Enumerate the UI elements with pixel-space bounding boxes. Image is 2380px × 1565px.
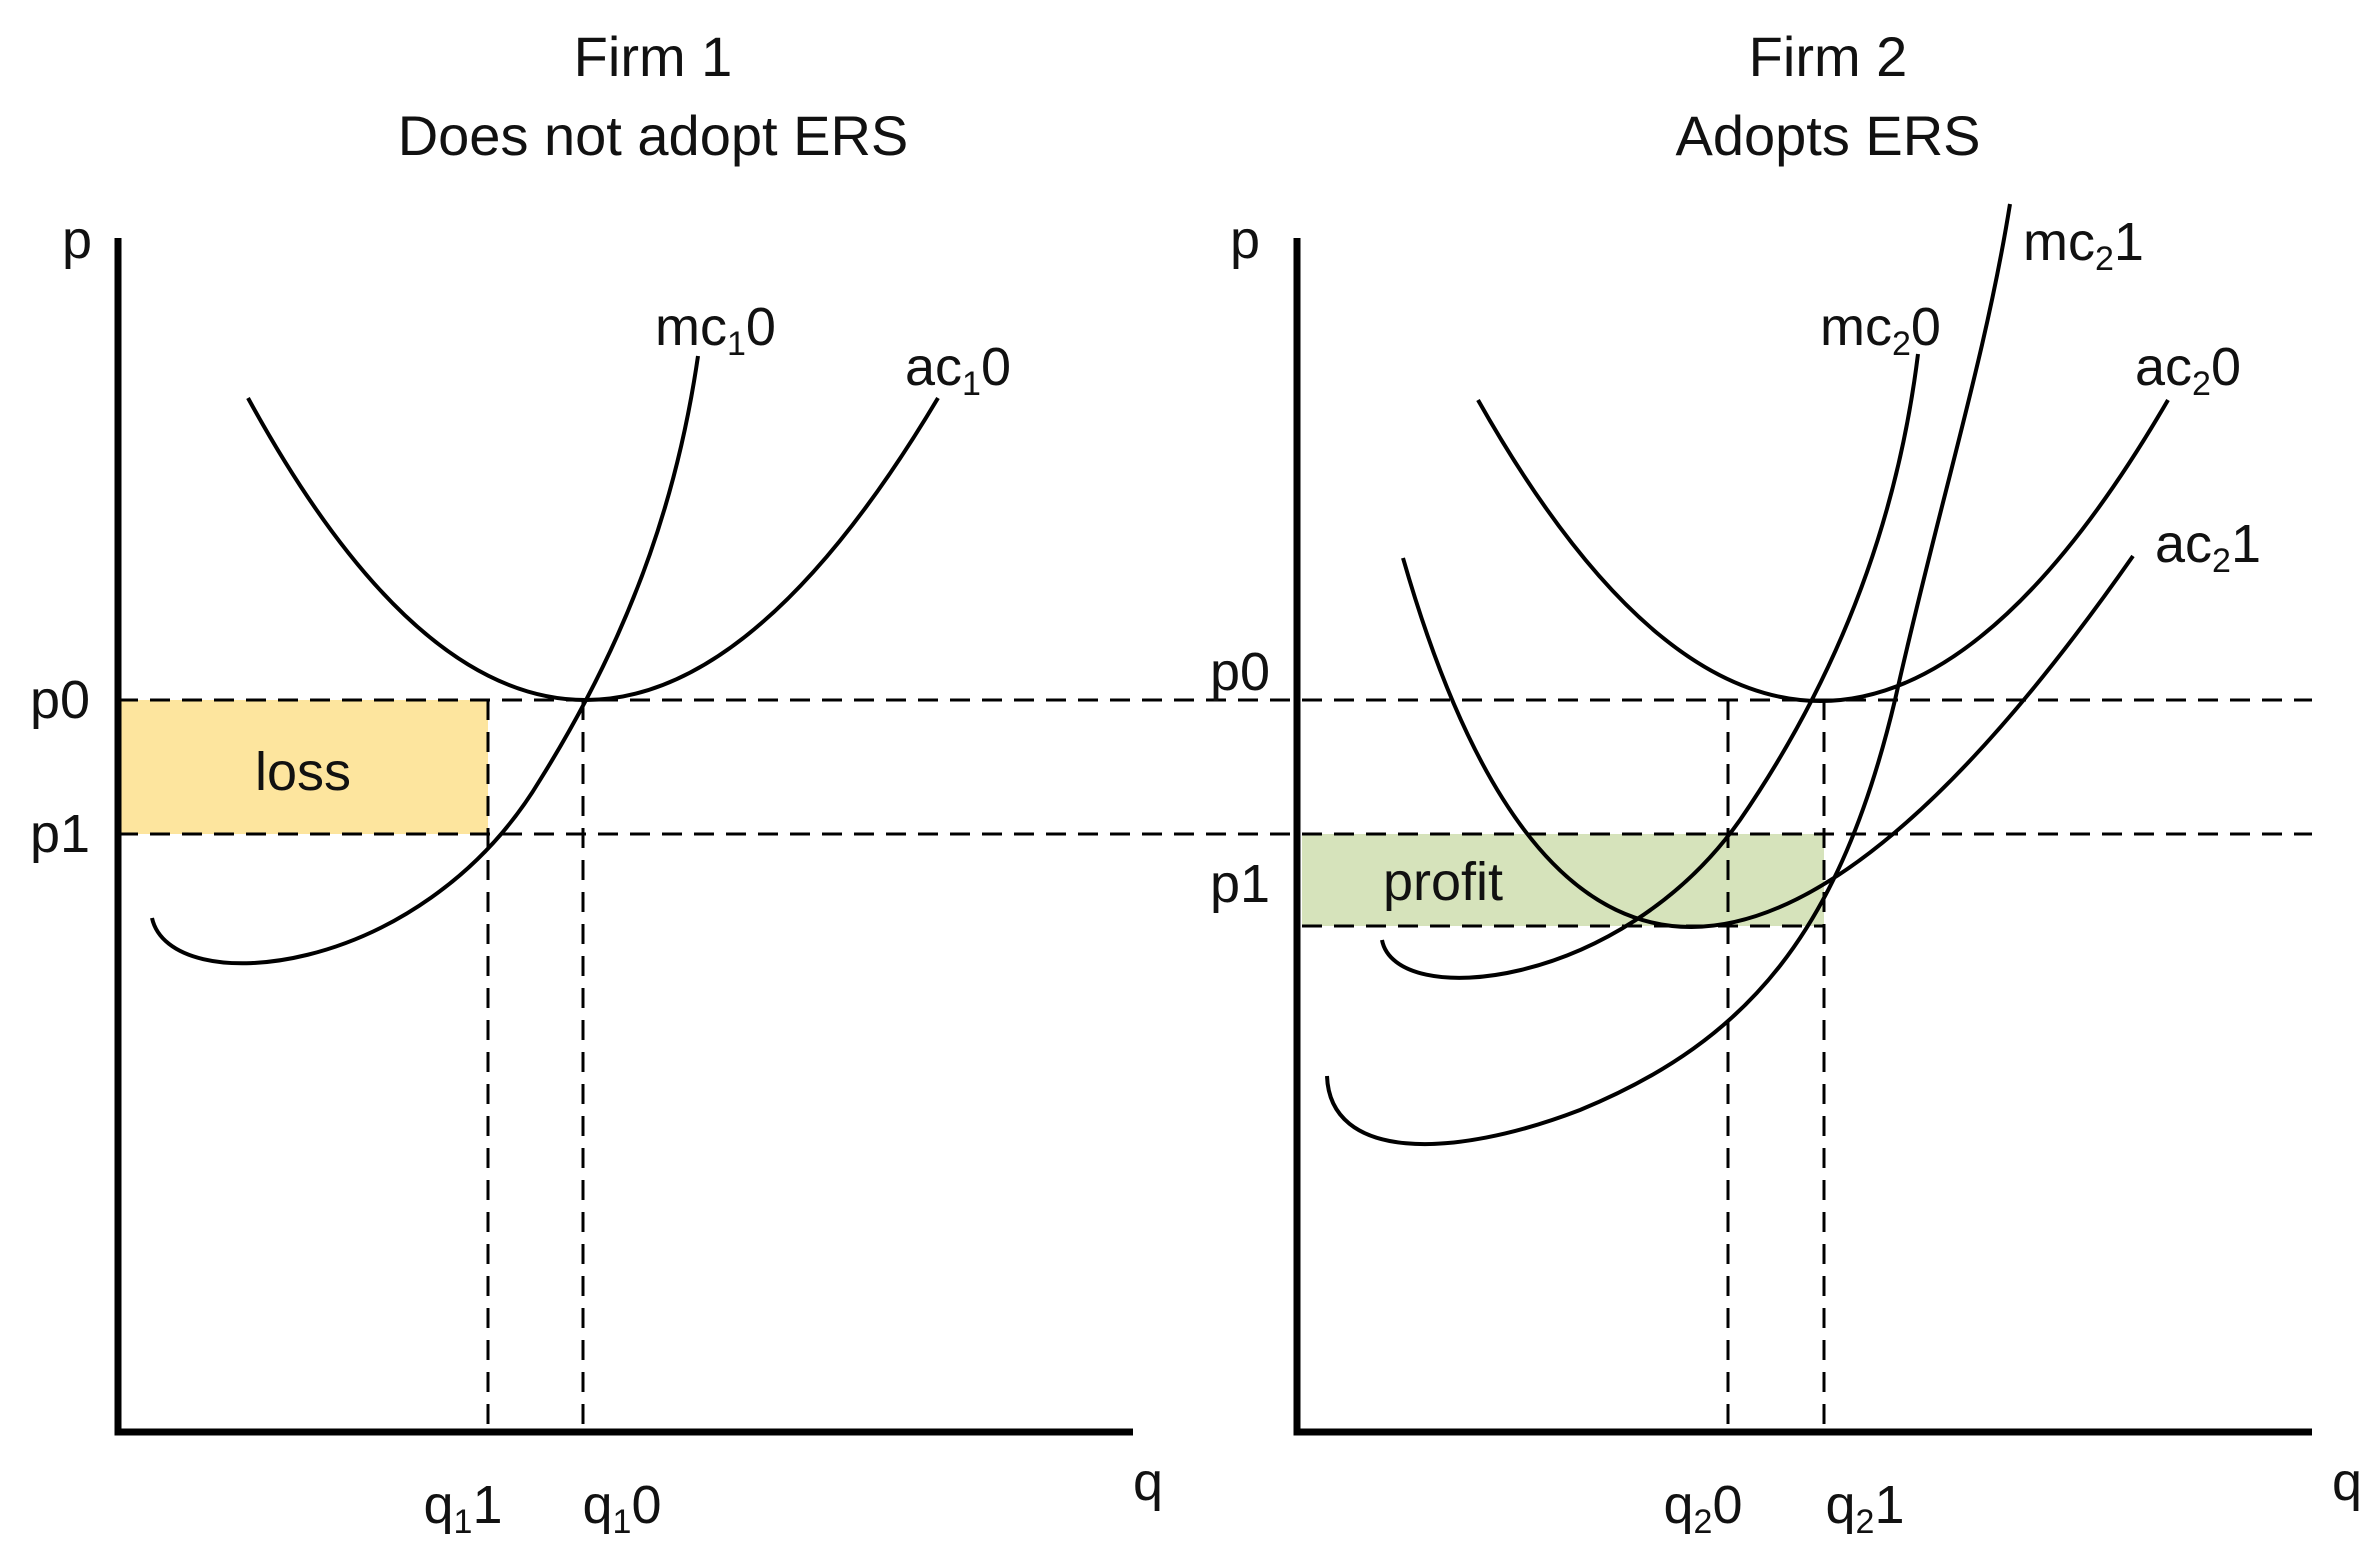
firm2-ac1-curve	[1401, 554, 2135, 929]
firm2-ac0-curve	[1476, 398, 2170, 703]
firm2-q1-label: q21	[1825, 1475, 1904, 1541]
firm2-y-axis-label: p	[1230, 210, 1260, 270]
firm2-p0-label: p0	[1210, 642, 1270, 702]
firm2-axes	[1293, 238, 2312, 1436]
firm1-x-axis-label: q	[1133, 1452, 1163, 1512]
firm2-p1-label: p1	[1210, 854, 1270, 914]
firm2-mc0-label: mc20	[1820, 297, 1941, 363]
firm2-mc1-label: mc21	[2023, 212, 2144, 278]
firm2-x-axis-label: q	[2332, 1452, 2362, 1512]
firm1-q1-label: q11	[423, 1475, 502, 1541]
firm2-ac0-label: ac20	[2135, 337, 2241, 403]
firm1-y-axis-label: p	[62, 210, 92, 270]
profit-area	[1302, 834, 1824, 926]
firm1-subtitle: Does not adopt ERS	[398, 104, 909, 167]
loss-area	[118, 700, 488, 834]
firm2-mc1-curve	[1325, 203, 2012, 1147]
firm1-axes	[114, 238, 1133, 1436]
firm2-mc0-curve	[1380, 353, 1920, 980]
firm1-q0-label: q10	[582, 1475, 661, 1541]
firm2-subtitle: Adopts ERS	[1675, 104, 1980, 167]
firm1-p0-label: p0	[30, 670, 90, 730]
firm1-mc-label: mc10	[655, 297, 776, 363]
firm1-ac-label: ac10	[905, 337, 1011, 403]
firm1-mc-curve	[150, 355, 700, 966]
firm1-title: Firm 1	[574, 25, 733, 88]
firm2-q0-label: q20	[1663, 1475, 1742, 1541]
firm2-ac1-label: ac21	[2155, 514, 2261, 580]
firm1-ac-curve	[246, 396, 940, 702]
loss-label: loss	[255, 742, 351, 802]
firm2-title: Firm 2	[1749, 25, 1908, 88]
profit-label: profit	[1383, 852, 1503, 912]
firm1-p1-label: p1	[30, 804, 90, 864]
